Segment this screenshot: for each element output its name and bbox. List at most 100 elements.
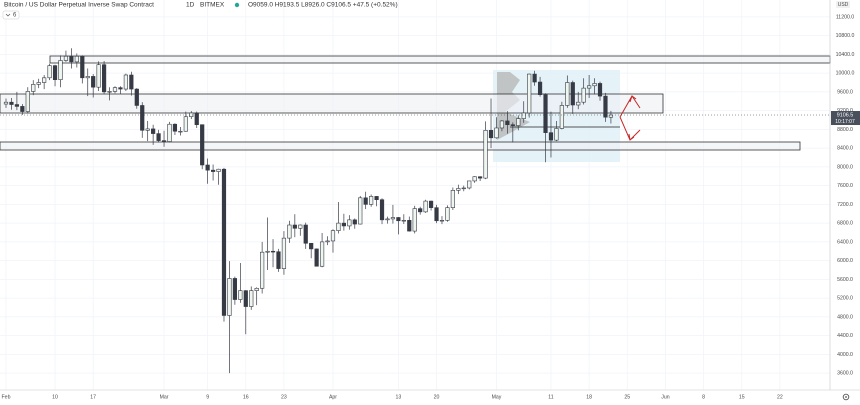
candle-body <box>118 87 123 90</box>
candle-body <box>505 120 510 125</box>
candle-body <box>537 81 543 95</box>
candle-body <box>249 290 254 307</box>
candle-body <box>461 187 466 190</box>
candle-body <box>527 73 532 114</box>
candle-body <box>428 200 434 208</box>
candle-body <box>374 196 379 200</box>
interval[interactable]: 1D <box>186 2 195 9</box>
candle-body <box>151 128 156 134</box>
x-tick-label: Feb <box>2 394 11 400</box>
candle-body <box>270 250 276 253</box>
candle-body <box>167 123 172 142</box>
candle-body <box>488 130 494 139</box>
candle-body <box>96 64 101 88</box>
y-tick-label: 4800.0 <box>837 314 853 320</box>
candle-body <box>363 197 368 205</box>
x-tick-label: 23 <box>281 394 287 400</box>
candle-body <box>292 224 297 229</box>
candle-body <box>140 105 145 131</box>
candle-body <box>58 60 63 80</box>
y-tick-label: 6800.0 <box>837 221 853 227</box>
candle-body <box>608 114 614 118</box>
candle-body <box>423 200 428 213</box>
candle-body <box>216 168 221 172</box>
candle-body <box>309 242 314 250</box>
candle-body <box>63 55 69 61</box>
candle-body <box>260 251 265 289</box>
zone-box[interactable] <box>0 93 664 114</box>
y-tick-label: 9600.0 <box>837 89 853 95</box>
candle-body <box>521 112 526 119</box>
candle-body <box>347 219 352 227</box>
candle-body <box>559 105 564 129</box>
candle-body <box>243 290 248 307</box>
y-tick-label: 6400.0 <box>837 239 853 245</box>
candle-body <box>412 208 417 232</box>
candle-body <box>9 101 14 105</box>
candle-body <box>319 241 325 267</box>
candle-body <box>238 290 243 300</box>
candle-body <box>358 197 363 225</box>
bar-countdown: 10:17:07 <box>835 119 855 125</box>
candle-body <box>418 208 423 213</box>
candle-body <box>570 82 575 106</box>
ohlc-readout: O9059.0 H9193.5 L8926.0 C9106.5 +47.5 (+… <box>248 2 398 9</box>
candle-body <box>396 217 401 222</box>
candle-body <box>456 188 461 191</box>
candle-body <box>548 132 554 141</box>
candle-body <box>467 180 472 189</box>
y-tick-label: 11200.0 <box>836 14 854 20</box>
candle-body <box>254 287 259 291</box>
candle-body <box>510 124 515 126</box>
candle-body <box>42 77 47 83</box>
candle-body <box>205 164 210 171</box>
candle-body <box>25 91 30 112</box>
candle-body <box>281 237 287 269</box>
candle-body <box>287 224 292 239</box>
candle-body <box>134 88 139 106</box>
y-tick-label: 4000.0 <box>837 352 853 358</box>
y-tick-label: 8000.0 <box>837 164 853 170</box>
candle-body <box>587 85 592 89</box>
indicator-toggle[interactable] <box>2 10 20 20</box>
x-tick-label: 16 <box>243 394 249 400</box>
candle-body <box>31 84 36 92</box>
candle-body <box>450 190 455 208</box>
arrow-up[interactable] <box>619 95 641 118</box>
price-tag-value: 9106.5 <box>837 112 854 118</box>
x-tick-label: 10 <box>52 394 58 400</box>
axes: 3600.0 4000.0 4400.0 4800.0 5200.0 5600.0 6000… <box>2 14 855 400</box>
candle-body <box>494 127 499 139</box>
candle-body <box>183 116 188 132</box>
candle-body <box>210 169 216 172</box>
candle-body <box>156 133 161 141</box>
x-tick-label: 11 <box>548 394 553 400</box>
currency-badge[interactable] <box>836 1 850 8</box>
y-tick-label: 5200.0 <box>837 296 853 302</box>
candle-body <box>336 222 341 231</box>
candle-body <box>330 230 336 242</box>
candle-body <box>554 128 559 141</box>
price-tag: 9106.510:17:07 <box>0 111 860 126</box>
candle-body <box>314 248 319 267</box>
zone-box[interactable] <box>0 141 801 151</box>
candle-body <box>69 55 74 63</box>
candle-body <box>161 140 167 142</box>
x-tick-label: 9 <box>206 394 209 400</box>
candle-body <box>178 130 183 133</box>
settings-icon[interactable] <box>842 393 850 401</box>
arrow-down[interactable] <box>619 116 641 141</box>
x-tick-label: 22 <box>777 394 783 400</box>
zone-box[interactable] <box>49 55 831 64</box>
candle-body <box>499 120 505 129</box>
candle-body <box>129 74 134 90</box>
y-tick-label: 8800.0 <box>837 127 853 133</box>
candle-body <box>52 65 58 80</box>
y-tick-label: 7600.0 <box>837 183 853 189</box>
candle-body <box>47 65 52 79</box>
y-tick-label: 4400.0 <box>837 333 853 339</box>
candle-body <box>265 250 270 253</box>
y-tick-label: 10000.0 <box>836 71 855 77</box>
candle-body <box>80 55 85 79</box>
